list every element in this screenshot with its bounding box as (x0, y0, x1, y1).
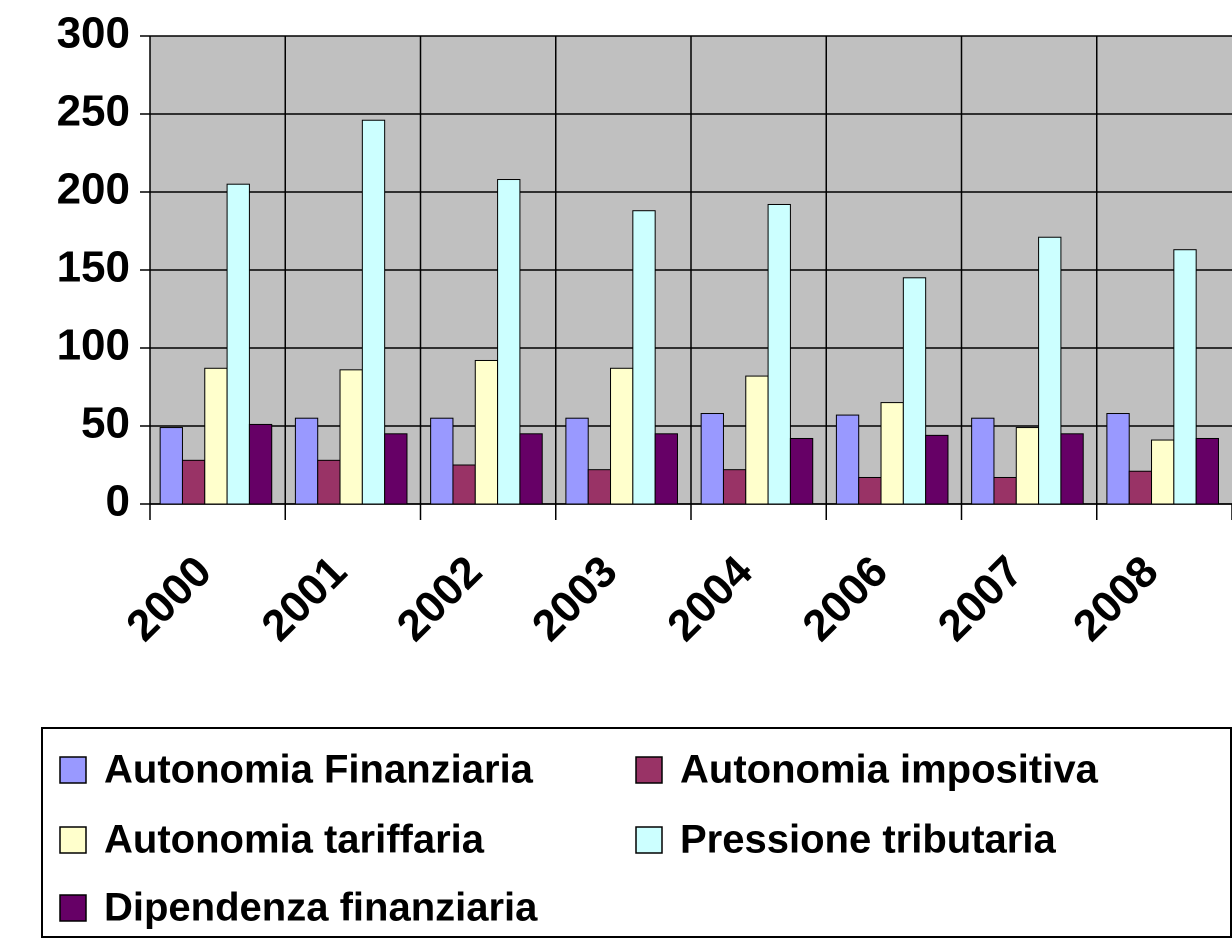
bar (1128, 470, 1153, 505)
bar (1015, 427, 1040, 505)
legend-swatch (59, 894, 87, 922)
legend-label: Autonomia impositiva (680, 748, 1099, 792)
bar (880, 402, 904, 505)
bar (452, 464, 476, 505)
bar (587, 469, 612, 505)
x-tick-label: 2001 (252, 547, 356, 651)
bar (474, 359, 499, 505)
y-tick-label: 150 (57, 243, 130, 292)
y-tick-label: 100 (57, 321, 130, 370)
bar (204, 367, 228, 505)
bar (700, 413, 724, 505)
legend-swatch (59, 756, 87, 784)
bar (1151, 439, 1175, 505)
x-tick-label: 2008 (1064, 547, 1168, 651)
bar (902, 277, 927, 505)
bar (294, 417, 319, 505)
bar (654, 433, 678, 505)
y-tick-label: 50 (81, 399, 130, 448)
legend-label: Autonomia tariffaria (104, 818, 485, 862)
bar (248, 423, 273, 505)
bar (519, 433, 543, 505)
bar (835, 414, 860, 505)
x-tick-label: 2003 (523, 547, 627, 651)
bar (339, 369, 363, 505)
bar (1173, 249, 1197, 505)
legend-swatch (59, 826, 87, 854)
x-tick-label: 2006 (793, 547, 897, 651)
legend-label: Dipendenza finanziaria (104, 886, 538, 930)
bar (993, 476, 1017, 505)
bar (745, 375, 769, 505)
x-tick-label: 2004 (658, 546, 762, 650)
y-tick-label: 200 (57, 165, 130, 214)
bar (430, 417, 454, 505)
bar (767, 203, 791, 505)
x-tick-label: 2002 (388, 547, 492, 651)
bar (632, 210, 656, 505)
y-tick-label: 250 (57, 87, 130, 136)
bar (789, 437, 814, 505)
legend-label: Pressione tributaria (680, 818, 1056, 862)
bar (925, 434, 949, 505)
x-tick-label: 2007 (929, 547, 1033, 651)
bar (317, 459, 341, 505)
bar (1106, 413, 1130, 505)
y-tick-label: 300 (57, 9, 130, 58)
bar (384, 433, 408, 505)
legend-label: Autonomia Finanziaria (104, 748, 534, 792)
bar (971, 417, 995, 505)
bar (497, 179, 521, 505)
bar (565, 417, 589, 505)
bar (159, 427, 183, 505)
legend-swatch (635, 826, 663, 854)
legend-swatch (635, 756, 663, 784)
bar (1195, 437, 1219, 505)
bar (181, 459, 206, 505)
bar (361, 119, 386, 505)
bar (722, 469, 747, 505)
y-tick-label: 0 (106, 477, 130, 526)
bar (858, 476, 882, 505)
bar (1060, 433, 1084, 505)
x-tick-label: 2000 (117, 547, 221, 651)
bar (226, 183, 250, 505)
bar (1038, 236, 1062, 505)
bar (610, 367, 634, 505)
